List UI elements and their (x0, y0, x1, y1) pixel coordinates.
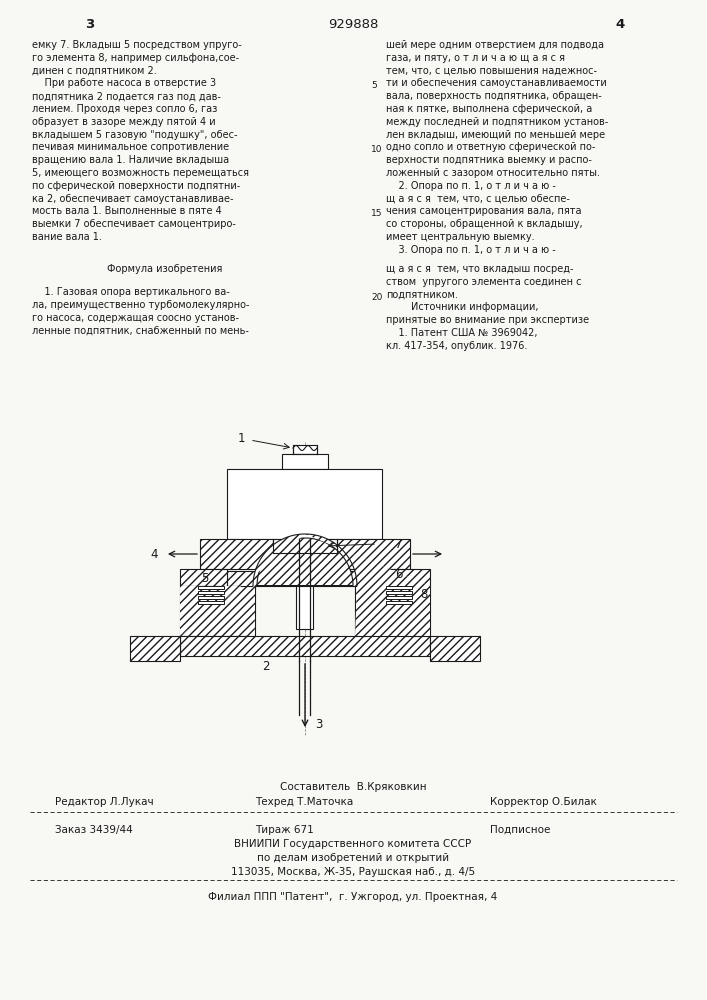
Text: 3: 3 (315, 718, 322, 732)
Text: ством  упругого элемента соединен с: ством упругого элемента соединен с (386, 277, 581, 287)
Text: 1. Газовая опора вертикального ва-: 1. Газовая опора вертикального ва- (32, 287, 230, 297)
Text: лен вкладыш, имеющий по меньшей мере: лен вкладыш, имеющий по меньшей мере (386, 130, 605, 140)
Text: Формула изобретения: Формула изобретения (107, 264, 223, 274)
Text: со стороны, обращенной к вкладышу,: со стороны, обращенной к вкладышу, (386, 219, 583, 229)
Text: 929888: 929888 (328, 18, 378, 31)
Text: Источники информации,: Источники информации, (386, 302, 539, 312)
Bar (130, 636, 180, 661)
Text: тем, что, с целью повышения надежнос-: тем, что, с целью повышения надежнос- (386, 66, 597, 76)
Text: вкладышем 5 газовую "подушку", обес-: вкладышем 5 газовую "подушку", обес- (32, 130, 238, 140)
Text: 3: 3 (86, 18, 95, 31)
Text: ВНИИПИ Государственного комитета СССР: ВНИИПИ Государственного комитета СССР (235, 839, 472, 849)
Text: щ а я с я  тем, что вкладыш посред-: щ а я с я тем, что вкладыш посред- (386, 264, 573, 274)
Text: го насоса, содержащая соосно установ-: го насоса, содержащая соосно установ- (32, 313, 239, 323)
Text: 6: 6 (395, 568, 402, 580)
Text: ка 2, обеспечивает самоустанавливае-: ка 2, обеспечивает самоустанавливае- (32, 194, 233, 204)
Text: чения самоцентрирования вала, пята: чения самоцентрирования вала, пята (386, 206, 581, 216)
Bar (282, 454, 328, 469)
Text: 5, имеющего возможность перемещаться: 5, имеющего возможность перемещаться (32, 168, 249, 178)
Text: Составитель  В.Кряковкин: Составитель В.Кряковкин (280, 782, 426, 792)
Text: печивая минимальное сопротивление: печивая минимальное сопротивление (32, 142, 229, 152)
Bar (386, 591, 412, 594)
Bar (198, 601, 224, 604)
Bar (227, 571, 296, 586)
Text: ложенный с зазором относительно пяты.: ложенный с зазором относительно пяты. (386, 168, 600, 178)
Text: Подписное: Подписное (490, 825, 550, 835)
Text: Техред Т.Маточка: Техред Т.Маточка (255, 797, 354, 807)
Bar (198, 591, 224, 594)
Bar (383, 569, 430, 586)
Text: мость вала 1. Выполненные в пяте 4: мость вала 1. Выполненные в пяте 4 (32, 206, 222, 216)
Bar (293, 445, 317, 454)
Text: 4: 4 (615, 18, 624, 31)
Polygon shape (180, 534, 305, 636)
Bar (296, 586, 313, 629)
Text: 15: 15 (371, 209, 382, 218)
Text: Филиал ППП "Патент",  г. Ужгород, ул. Проектная, 4: Филиал ППП "Патент", г. Ужгород, ул. Про… (209, 892, 498, 902)
Text: подпятника 2 подается газ под дав-: подпятника 2 подается газ под дав- (32, 91, 221, 101)
Text: 1. Патент США № 3969042,: 1. Патент США № 3969042, (386, 328, 537, 338)
Text: принятые во внимание при экспертизе: принятые во внимание при экспертизе (386, 315, 589, 325)
Text: лением. Проходя через сопло 6, газ: лением. Проходя через сопло 6, газ (32, 104, 217, 114)
Text: вала, поверхность подпятника, обращен-: вала, поверхность подпятника, обращен- (386, 91, 602, 101)
Text: 113035, Москва, Ж-35, Раушская наб., д. 4/5: 113035, Москва, Ж-35, Раушская наб., д. … (231, 867, 475, 877)
Bar (228, 469, 382, 539)
Bar (273, 539, 337, 553)
Text: газа, и пяту, о т л и ч а ю щ а я с я: газа, и пяту, о т л и ч а ю щ а я с я (386, 53, 565, 63)
Text: 1: 1 (238, 432, 245, 446)
Text: одно сопло и ответную сферической по-: одно сопло и ответную сферической по- (386, 142, 595, 152)
Text: Корректор О.Билак: Корректор О.Билак (490, 797, 597, 807)
Text: Тираж 671: Тираж 671 (255, 825, 314, 835)
Bar (355, 586, 430, 636)
Text: 8: 8 (420, 587, 427, 600)
Text: по сферической поверхности подпятни-: по сферической поверхности подпятни- (32, 181, 240, 191)
Text: 5: 5 (371, 81, 377, 90)
Text: верхности подпятника выемку и распо-: верхности подпятника выемку и распо- (386, 155, 592, 165)
Text: ла, преимущественно турбомолекулярно-: ла, преимущественно турбомолекулярно- (32, 300, 250, 310)
Text: 20: 20 (371, 293, 382, 302)
Text: го элемента 8, например сильфона,сое-: го элемента 8, например сильфона,сое- (32, 53, 239, 63)
Bar (430, 636, 480, 661)
Text: вание вала 1.: вание вала 1. (32, 232, 102, 242)
Text: ленные подпятник, снабженный по мень-: ленные подпятник, снабженный по мень- (32, 325, 249, 335)
Text: динен с подпятником 2.: динен с подпятником 2. (32, 66, 157, 76)
Text: образует в зазоре между пятой 4 и: образует в зазоре между пятой 4 и (32, 117, 216, 127)
Bar (198, 586, 224, 589)
Text: щ а я с я  тем, что, с целью обеспе-: щ а я с я тем, что, с целью обеспе- (386, 194, 570, 204)
Bar (337, 539, 410, 569)
Text: вращению вала 1. Наличие вкладыша: вращению вала 1. Наличие вкладыша (32, 155, 229, 165)
Bar (200, 539, 273, 569)
Text: Заказ 3439/44: Заказ 3439/44 (55, 825, 133, 835)
Bar (386, 596, 412, 599)
Text: кл. 417-354, опублик. 1976.: кл. 417-354, опублик. 1976. (386, 341, 527, 351)
Text: по делам изобретений и открытий: по делам изобретений и открытий (257, 853, 449, 863)
Polygon shape (257, 538, 353, 586)
Text: ти и обеспечения самоустанавливаемости: ти и обеспечения самоустанавливаемости (386, 78, 607, 88)
Text: ная к пятке, выполнена сферической, а: ная к пятке, выполнена сферической, а (386, 104, 592, 114)
Text: выемки 7 обеспечивает самоцентриро-: выемки 7 обеспечивает самоцентриро- (32, 219, 236, 229)
Bar (180, 636, 430, 656)
Text: 5: 5 (201, 572, 209, 585)
Bar (198, 596, 224, 599)
Bar (296, 571, 313, 586)
Text: имеет центральную выемку.: имеет центральную выемку. (386, 232, 534, 242)
Text: 3. Опора по п. 1, о т л и ч а ю -: 3. Опора по п. 1, о т л и ч а ю - (386, 245, 556, 255)
Text: подпятником.: подпятником. (386, 290, 458, 300)
Bar (313, 571, 383, 586)
Polygon shape (305, 534, 430, 636)
Bar (386, 601, 412, 604)
Text: 10: 10 (371, 145, 382, 154)
Text: 4: 4 (151, 548, 158, 560)
Text: 2. Опора по п. 1, о т л и ч а ю -: 2. Опора по п. 1, о т л и ч а ю - (386, 181, 556, 191)
Text: шей мере одним отверстием для подвода: шей мере одним отверстием для подвода (386, 40, 604, 50)
Text: емку 7. Вкладыш 5 посредством упруго-: емку 7. Вкладыш 5 посредством упруго- (32, 40, 242, 50)
Text: 7: 7 (395, 538, 402, 550)
Bar (180, 569, 227, 586)
Bar (180, 586, 255, 636)
Text: Редактор Л.Лукач: Редактор Л.Лукач (55, 797, 153, 807)
Text: 2: 2 (262, 660, 270, 672)
Text: между последней и подпятником установ-: между последней и подпятником установ- (386, 117, 608, 127)
Text: При работе насоса в отверстие 3: При работе насоса в отверстие 3 (32, 78, 216, 88)
Bar (386, 586, 412, 589)
